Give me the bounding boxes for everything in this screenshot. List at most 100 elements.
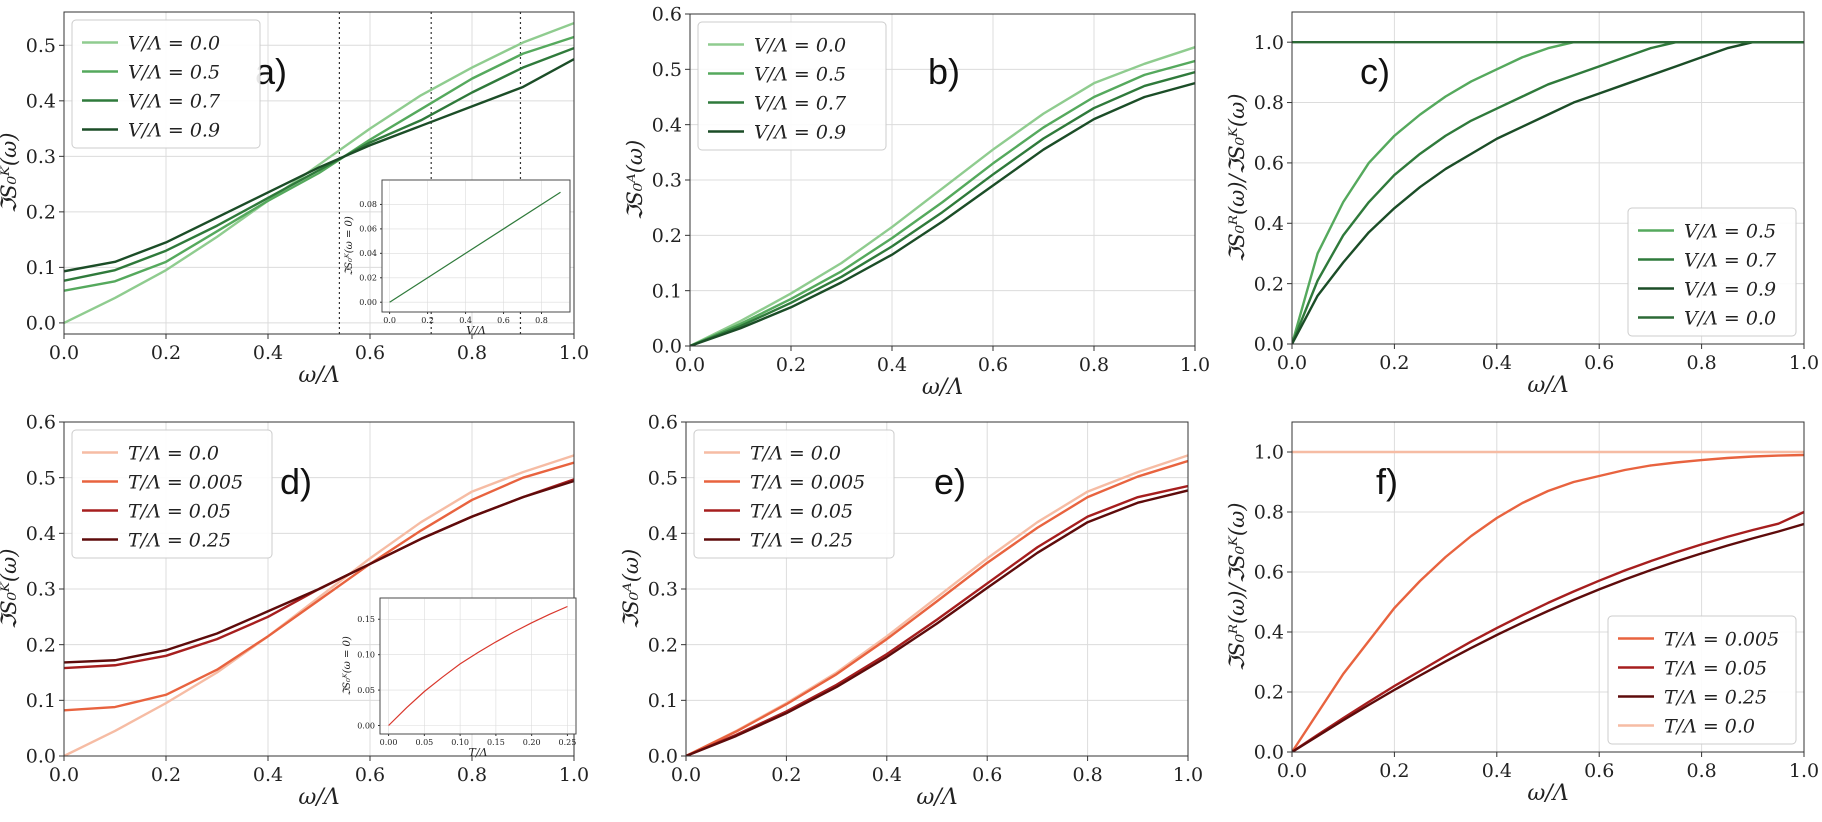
panel-letter: f) (1376, 461, 1398, 502)
x-tick-label: 0.0 (1277, 760, 1307, 782)
legend: T/Λ = 0.0 T/Λ = 0.005 T/Λ = 0.05 T/Λ = 0.25 (71, 429, 273, 559)
legend-entry-label: V/Λ = 0.7 (1684, 250, 1777, 272)
x-tick-label: 0.0 (675, 354, 705, 376)
inset-y-axis-label: ℑS₀ᴷ(ω = 0) (342, 636, 353, 696)
x-tick-label: 0.0 (671, 764, 701, 786)
x-tick-label: 1.0 (1173, 764, 1203, 786)
legend-entry-label: T/Λ = 0.0 (128, 443, 219, 465)
legend-entry-label: V/Λ = 0.5 (754, 64, 846, 86)
series-line-1 (64, 21, 574, 324)
x-tick-label: 0.4 (253, 342, 283, 364)
x-tick-label: 0.6 (972, 764, 1002, 786)
x-tick-label: 0.4 (877, 354, 907, 376)
y-tick-label: 0.1 (648, 690, 678, 712)
series-line-4 (64, 479, 574, 664)
series-line-1 (690, 46, 1195, 346)
x-tick-label: 0.2 (1379, 352, 1409, 374)
y-tick-label: 0.0 (1254, 334, 1284, 356)
inset-y-tick-label: 0.15 (357, 615, 375, 624)
plot-frame (63, 421, 575, 757)
legend-entry-label: T/Λ = 0.005 (1664, 629, 1779, 651)
inset-y-tick-label: 0.04 (359, 249, 377, 258)
legend-entry-label: V/Λ = 0.0 (1684, 308, 1776, 330)
y-tick-label: 0.3 (26, 146, 56, 168)
x-axis-label: ω/Λ (1527, 373, 1568, 398)
y-tick-label: 0.0 (1254, 742, 1284, 764)
y-tick-label: 0.2 (26, 202, 56, 224)
y-tick-label: 0.8 (1254, 502, 1284, 524)
legend-entry-label: V/Λ = 0.0 (754, 35, 846, 57)
y-tick-label: 0.2 (1254, 273, 1284, 295)
x-tick-label: 0.8 (457, 764, 487, 786)
series-line-3 (690, 70, 1195, 346)
legend-entry-label: V/Λ = 0.9 (1684, 279, 1776, 301)
inset-y-tick-label: 0.08 (359, 200, 377, 209)
x-tick-label: 0.8 (1686, 760, 1716, 782)
inset-y-tick-label: 0.00 (357, 721, 375, 730)
y-tick-label: 0.5 (648, 467, 678, 489)
x-tick-label: 0.2 (776, 354, 806, 376)
series-line-2 (64, 35, 574, 292)
y-tick-label: 0.4 (26, 90, 56, 112)
y-tick-label: 1.0 (1254, 32, 1284, 54)
inset-x-tick-label: 0.00 (380, 738, 398, 747)
inset-x-axis-label: V/Λ (466, 324, 486, 337)
series-line-4 (690, 82, 1195, 346)
y-tick-label: 0.2 (652, 225, 682, 247)
plot-frame (1291, 421, 1805, 753)
inset-y-tick-label: 0.10 (357, 650, 375, 659)
series-line-2 (1292, 510, 1804, 752)
y-tick-label: 1.0 (1254, 442, 1284, 464)
panel-letter: d) (280, 461, 312, 502)
inset-y-tick-label: 0.02 (359, 274, 377, 283)
y-axis-label: ℑS₀ᴿ(ω)/ℑS₀ᴷ(ω) (1225, 503, 1249, 672)
series-group (686, 454, 1188, 756)
legend-box (1627, 207, 1797, 337)
legend-box (697, 21, 887, 151)
y-tick-label: 0.0 (26, 746, 56, 768)
y-tick-label: 0.6 (1254, 562, 1284, 584)
series-group (1292, 40, 1804, 344)
legend-box (71, 429, 273, 559)
y-tick-label: 0.1 (652, 280, 682, 302)
inset-y-tick-label: 0.05 (357, 686, 375, 695)
x-tick-label: 1.0 (559, 764, 589, 786)
inset-y-tick-label: 0.00 (359, 298, 377, 307)
x-axis-label: ω/Λ (916, 785, 957, 810)
legend-entry-label: V/Λ = 0.9 (754, 122, 846, 144)
inset-x-tick-label: 0.2 (421, 316, 434, 325)
inset-series-line (389, 191, 561, 303)
inset-gridlines (382, 180, 570, 312)
inset-gridlines (380, 598, 576, 734)
plot-frame (1291, 11, 1805, 345)
y-tick-label: 0.4 (648, 523, 678, 545)
panel-c: 0.0 0.2 0.4 0.6 0.8 1.0 0.0 0.2 0.4 0.6 0.8 1.0 ω/Λ ℑ… (1225, 11, 1819, 398)
series-line-2 (690, 59, 1195, 346)
inset-x-tick-label: 0.10 (451, 738, 469, 747)
inset-y-tick-label: 0.06 (359, 225, 377, 234)
y-tick-label: 0.2 (26, 634, 56, 656)
x-tick-label: 1.0 (1180, 354, 1210, 376)
panel-b: 0.0 0.2 0.4 0.6 0.8 1.0 0.0 0.1 0.2 0.3 0.4 0.5 0.6 ω… (623, 4, 1210, 400)
legend-box (693, 429, 895, 559)
panel-a: 0.0 0.2 0.4 0.6 0.8 1.0 0.0 0.1 0.2 0.3 0.4 0.5 ω/Λ ℑ… (0, 11, 589, 388)
y-tick-label: 0.0 (26, 313, 56, 335)
x-axis-label: ω/Λ (922, 375, 963, 400)
inset-x-tick-label: 0.20 (523, 738, 541, 747)
y-axis-label: ℑS₀ᴷ(ω) (0, 549, 21, 630)
x-tick-label: 0.2 (151, 342, 181, 364)
y-tick-label: 0.4 (1254, 213, 1284, 235)
series-line-2 (686, 459, 1188, 756)
y-tick-label: 0.5 (652, 59, 682, 81)
x-tick-label: 0.0 (49, 342, 79, 364)
y-tick-label: 0.2 (1254, 682, 1284, 704)
x-tick-label: 0.8 (457, 342, 487, 364)
legend-entry-label: V/Λ = 0.5 (128, 62, 220, 84)
series-line-4 (686, 489, 1188, 756)
legend-entry-label: T/Λ = 0.05 (1664, 658, 1767, 680)
legend-entry-label: V/Λ = 0.9 (128, 120, 220, 142)
legend-entry-label: T/Λ = 0.005 (128, 472, 243, 494)
legend-entry-label: V/Λ = 0.0 (128, 33, 220, 55)
x-axis-label: ω/Λ (298, 785, 339, 810)
inset-x-tick-label: 0.6 (497, 316, 510, 325)
